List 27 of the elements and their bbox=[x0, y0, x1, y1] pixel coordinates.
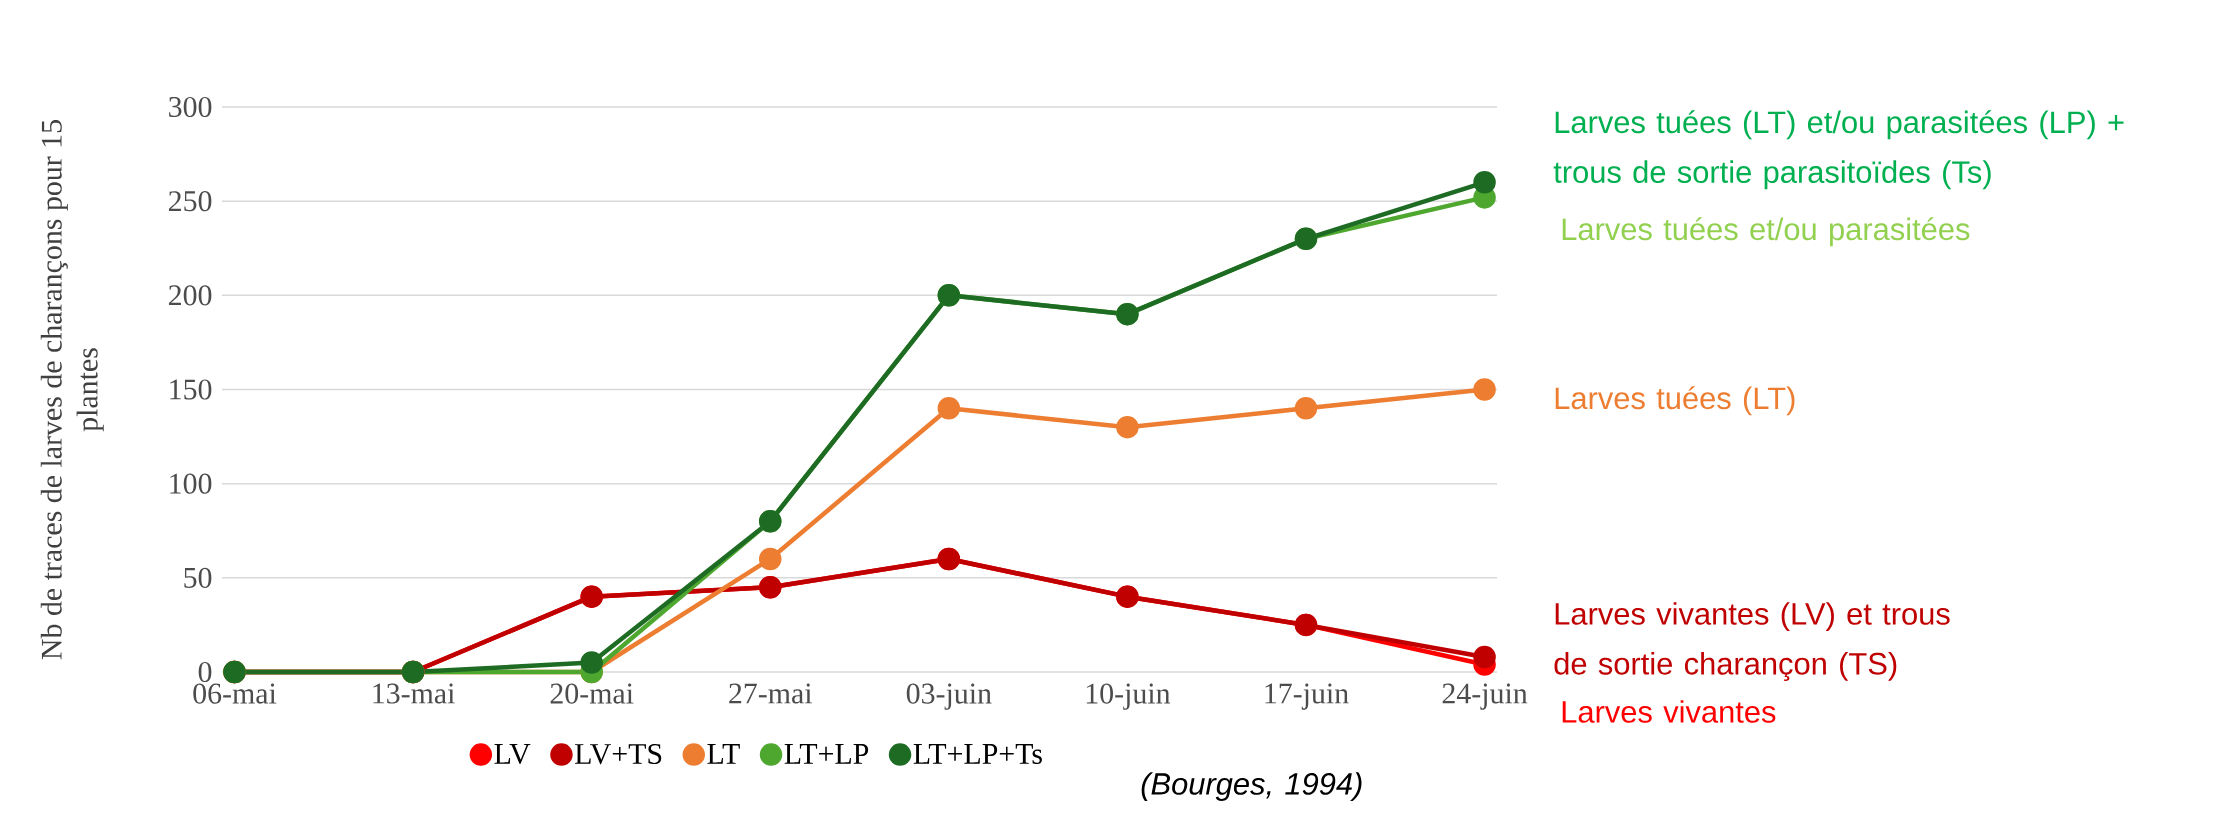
y-axis-title: Nb de traces de larves de charançons pour 15 plantes bbox=[40, 120, 104, 660]
y-tick-label: 0 bbox=[198, 661, 212, 683]
x-tick-label: 10-juin bbox=[1086, 683, 1171, 710]
legend-label: LT+LP bbox=[784, 744, 869, 764]
text: Larves vivantes bbox=[1562, 700, 1776, 723]
y-tick-label: 150 bbox=[170, 379, 212, 400]
x-tick-label: 17-juin bbox=[1265, 683, 1349, 710]
x-tick-label: 24-juin bbox=[1442, 683, 1528, 710]
y-tick-label: 200 bbox=[168, 285, 212, 306]
legend-label: LT+LP+Ts bbox=[913, 744, 1042, 764]
x-tick-label: 03-juin bbox=[906, 683, 992, 710]
x-tick-label: 06-mai bbox=[193, 683, 277, 704]
text: Larves vivantes (LV) et trous de sortie charançon (TS) bbox=[1554, 602, 1950, 681]
legend-label: LV+TS bbox=[575, 743, 662, 765]
y-tick-label: 100 bbox=[170, 473, 212, 494]
x-tick-label: 27-mai bbox=[729, 683, 813, 704]
legend-label: LV bbox=[494, 744, 531, 765]
text: Larves tuées (LT) bbox=[1555, 386, 1795, 416]
text: Larves tuées et/ou parasitées bbox=[1562, 217, 1970, 247]
y-tick-label: 50 bbox=[184, 567, 212, 588]
x-tick-label: 13-mai bbox=[373, 683, 455, 704]
legend-label: LT bbox=[707, 744, 740, 764]
y-tick-label: 250 bbox=[168, 191, 212, 212]
x-tick-label: 20-mai bbox=[550, 683, 634, 704]
text: (Bourges, 1994) bbox=[1141, 772, 1362, 801]
y-tick-label: 300 bbox=[169, 96, 212, 118]
text: Larves tuées (LT) et/ou parasitées (LP) + trous de sortie parasitoïdes (Ts) bbox=[1553, 110, 2124, 190]
